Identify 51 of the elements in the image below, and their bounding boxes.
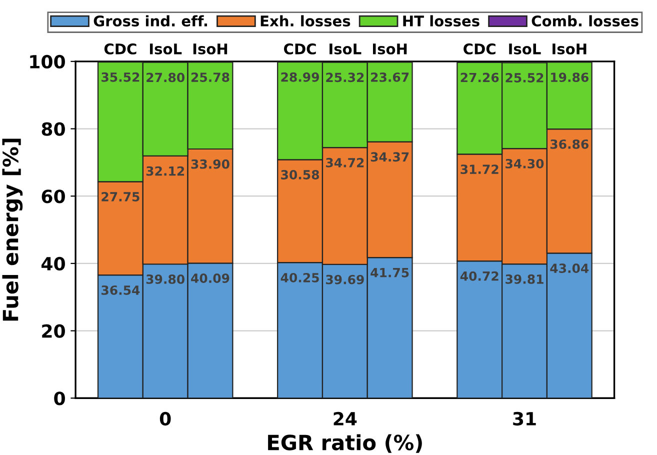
data-label: 40.09	[191, 273, 230, 283]
y-tick-label: 100	[30, 54, 65, 69]
data-label: 39.81	[506, 274, 544, 284]
y-axis-title: Fuel energy [%]	[2, 138, 23, 321]
data-label: 36.54	[102, 285, 140, 295]
x-tick-label: IsoH	[193, 44, 228, 54]
y-tick-label: 40	[42, 256, 65, 271]
data-label: 28.99	[281, 72, 319, 82]
y-tick-label: 20	[42, 324, 65, 338]
x-tick-label: IsoH	[552, 44, 586, 54]
data-label: 25.32	[326, 72, 364, 82]
legend-label: Exh. losses	[260, 15, 350, 27]
x-tick-label: IsoL	[150, 44, 182, 54]
legend-label: Gross ind. eff.	[94, 15, 207, 27]
data-label: 27.80	[146, 72, 185, 82]
legend-label: HT losses	[403, 15, 480, 27]
data-label: 31.72	[460, 164, 498, 174]
data-label: 30.58	[281, 170, 320, 180]
data-label: 36.86	[550, 139, 588, 149]
data-label: 35.52	[102, 72, 140, 82]
data-label: 39.69	[326, 274, 364, 284]
x-axis-title: EGR ratio (%)	[268, 434, 422, 453]
data-label: 40.25	[280, 272, 319, 282]
y-tick-label: 60	[42, 190, 65, 204]
data-label: 25.78	[191, 72, 230, 82]
text: 24	[334, 412, 357, 426]
y-tick-label: 80	[42, 122, 65, 136]
x-tick-label: IsoL	[509, 44, 541, 54]
data-label: 32.12	[146, 166, 184, 176]
text: 31	[513, 412, 536, 426]
data-label: 34.30	[506, 158, 544, 168]
legend-label: Comb. losses	[532, 15, 638, 27]
y-tick-label: 0	[54, 392, 65, 406]
data-label: 27.75	[102, 192, 140, 202]
text: 0	[160, 412, 171, 426]
data-label: 34.72	[326, 158, 364, 168]
data-label: 40.72	[460, 271, 498, 281]
data-label: 41.75	[370, 268, 409, 278]
data-label: 27.26	[460, 72, 499, 82]
data-label: 23.67	[371, 72, 409, 82]
data-label: 43.04	[550, 264, 589, 274]
x-tick-label: CDC	[464, 43, 496, 54]
x-tick-label: CDC	[284, 43, 316, 54]
x-tick-label: IsoL	[330, 44, 362, 54]
x-tick-label: IsoH	[372, 44, 407, 54]
data-label: 39.80	[146, 274, 185, 284]
data-label: 34.37	[370, 152, 409, 162]
data-label: 19.86	[551, 72, 588, 82]
x-tick-label: CDC	[104, 43, 136, 54]
data-label: 33.90	[191, 159, 230, 169]
data-label: 25.52	[506, 73, 544, 82]
